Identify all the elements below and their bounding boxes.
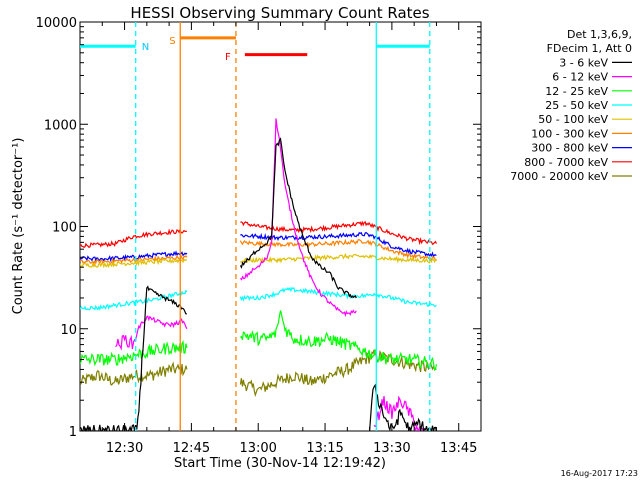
annotation-label-s: S [169, 36, 175, 47]
series-line [80, 339, 188, 367]
x-tick-label: 13:00 [239, 441, 276, 456]
series-line [369, 383, 437, 431]
series-line [240, 220, 437, 246]
y-tick-label: 1000 [44, 118, 77, 133]
series-line [80, 250, 188, 263]
x-axis-label: Start Time (30-Nov-14 12:19:42) [174, 456, 386, 471]
y-axis-label-group: Count Rate (s⁻¹ detector⁻¹) [11, 138, 26, 315]
series-line [239, 310, 437, 371]
plot-area [80, 22, 437, 431]
series-line [239, 349, 437, 398]
annotation-label-f: F [225, 52, 231, 63]
series-line [80, 361, 188, 386]
x-tick-label: 12:45 [173, 441, 210, 456]
series-3-6-kev [80, 137, 437, 431]
legend-entry-label: 7000 - 20000 keV [510, 170, 608, 183]
series-line [239, 286, 437, 307]
series-800-7000-kev [80, 220, 437, 249]
legend-entry-label: 800 - 7000 keV [524, 156, 608, 169]
series-6-12-kev [115, 118, 424, 431]
series-line [80, 253, 188, 266]
y-tick-label: 1 [69, 425, 77, 440]
x-tick-label: 13:45 [440, 441, 477, 456]
series-300-800-kev [80, 231, 437, 263]
series-line [115, 315, 188, 351]
series-7000-20000-kev [80, 349, 437, 398]
y-tick-label: 10 [60, 323, 77, 338]
series-100-300-kev [80, 238, 437, 266]
series-line [239, 252, 437, 264]
series-line [373, 395, 424, 431]
series-50-100-kev [80, 252, 437, 269]
legend-entry-label: 3 - 6 keV [559, 56, 608, 69]
x-tick-label: 13:30 [373, 441, 410, 456]
legend-entry-label: 12 - 25 keV [545, 85, 608, 98]
series-line [80, 289, 188, 311]
series-line [80, 228, 188, 249]
series-25-50-kev [80, 286, 437, 311]
series-line [240, 231, 437, 258]
legend-entry-label: 100 - 300 keV [531, 127, 608, 140]
series-line [80, 285, 187, 431]
annotation-label-n: N [142, 42, 149, 53]
legend-header: Det 1,3,6,9, [567, 28, 632, 41]
x-tick-label: 13:15 [306, 441, 343, 456]
y-tick-label: 100 [52, 221, 77, 236]
y-axis-label: Count Rate (s⁻¹ detector⁻¹) [11, 138, 26, 315]
series-line [80, 257, 188, 269]
y-tick-label: 10000 [36, 16, 77, 31]
series-line [239, 238, 437, 262]
series-line [239, 118, 357, 317]
series-line [239, 137, 357, 299]
legend-entry-label: 25 - 50 keV [545, 99, 608, 112]
legend-entry-label: 50 - 100 keV [538, 113, 608, 126]
footer-timestamp: 16-Aug-2017 17:23 [561, 469, 638, 478]
chart-title: HESSI Observing Summary Count Rates [130, 4, 429, 22]
x-tick-label: 12:30 [106, 441, 143, 456]
series-12-25-kev [80, 310, 437, 371]
legend-entry-label: 300 - 800 keV [531, 142, 608, 155]
legend-entry-label: 6 - 12 keV [552, 71, 608, 84]
legend-header: FDecim 1, Att 0 [547, 42, 632, 55]
